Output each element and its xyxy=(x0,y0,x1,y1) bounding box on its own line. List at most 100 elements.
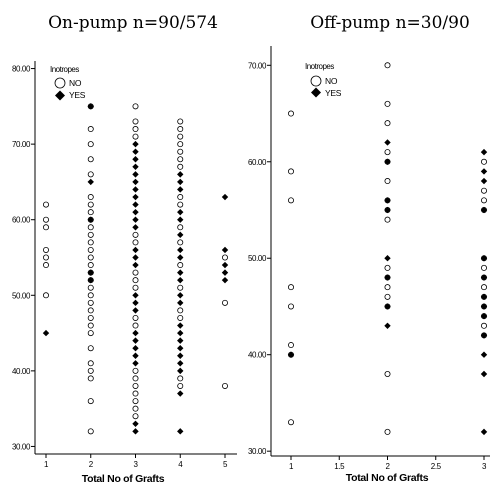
on-pump-point-no xyxy=(132,413,139,420)
on-pump-point-no xyxy=(177,194,184,201)
on-pump-point-no xyxy=(87,292,94,299)
off-pump-point-yes xyxy=(480,206,488,214)
on-pump-point-no xyxy=(132,322,139,329)
on-pump-point-no xyxy=(221,254,228,261)
off-pump-point-yes xyxy=(384,303,391,310)
on-pump-point-yes xyxy=(132,186,139,193)
on-pump-point-yes xyxy=(132,254,139,261)
on-pump-x-tick-label: 2 xyxy=(89,460,94,469)
on-pump-point-no xyxy=(87,246,94,253)
on-pump-legend-title: Inotropes xyxy=(50,65,79,74)
on-pump-legend-no-label: NO xyxy=(69,78,82,88)
on-pump-point-yes xyxy=(177,292,184,299)
on-pump-point-yes xyxy=(177,390,184,397)
on-pump-y-ticks: 30.00 40.00 50.00 60.00 70.00 80.00 xyxy=(12,65,35,451)
off-pump-x-tick-label: 1 xyxy=(289,462,294,471)
on-pump-point-no xyxy=(87,156,94,163)
off-pump-point-no xyxy=(480,187,487,194)
off-pump-y-tick-label: 70.00 xyxy=(248,61,267,70)
on-pump-x-axis-label: Total No of Grafts xyxy=(82,473,165,485)
on-pump-point-no xyxy=(87,262,94,269)
on-pump-point-no xyxy=(177,284,184,291)
on-pump-point-no xyxy=(132,398,139,405)
off-pump-point-yes xyxy=(384,197,391,204)
on-pump-point-yes xyxy=(177,352,184,359)
on-pump-point-yes xyxy=(221,246,229,254)
on-pump-point-no xyxy=(87,375,94,382)
on-pump-point-yes xyxy=(132,352,139,359)
on-pump-point-no xyxy=(177,262,184,269)
off-pump-point-yes xyxy=(480,351,488,358)
on-pump-point-yes xyxy=(177,208,184,216)
off-pump-point-no xyxy=(384,149,391,156)
on-pump-y-tick-label: 30.00 xyxy=(12,442,31,451)
off-pump-point-yes xyxy=(480,177,488,185)
on-pump-point-yes xyxy=(132,292,139,299)
off-pump-point-no xyxy=(384,62,391,69)
off-pump-legend-yes-marker xyxy=(311,87,321,98)
on-pump-point-yes xyxy=(132,163,139,171)
on-pump-point-no xyxy=(132,103,139,110)
off-pump-point-yes xyxy=(287,351,295,358)
on-pump-point-yes xyxy=(132,208,139,216)
on-pump-point-yes xyxy=(177,178,184,186)
on-pump-point-yes xyxy=(177,254,184,261)
on-pump-point-no xyxy=(87,330,94,337)
on-pump-point-no xyxy=(87,126,94,133)
on-pump-point-no xyxy=(132,269,139,276)
off-pump-point-no xyxy=(384,370,391,377)
on-pump-point-yes xyxy=(221,269,229,276)
on-pump-chart: On-pump n=90/574 30.00 40.00 50.00 60.00 70.… xyxy=(12,13,237,485)
on-pump-point-no xyxy=(132,133,139,140)
on-pump-point-no xyxy=(87,307,94,314)
on-pump-point-no xyxy=(87,345,94,352)
on-pump-point-no xyxy=(87,428,94,435)
on-pump-point-no xyxy=(177,307,184,314)
on-pump-point-yes xyxy=(132,307,139,314)
on-pump-point-no xyxy=(221,299,228,306)
on-pump-point-yes xyxy=(177,186,184,193)
on-pump-y-tick-label: 60.00 xyxy=(12,216,31,225)
off-pump-x-ticks: 1 1.5 2 2.5 3 xyxy=(289,456,487,471)
off-pump-legend-no-marker xyxy=(310,75,322,87)
on-pump-point-yes xyxy=(132,428,139,435)
on-pump-point-no xyxy=(87,209,94,216)
off-pump-point-no xyxy=(384,428,391,435)
on-pump-point-no xyxy=(87,171,94,178)
on-pump-point-yes xyxy=(177,360,184,367)
off-pump-point-yes xyxy=(480,312,488,320)
on-pump-point-yes xyxy=(132,171,139,178)
off-pump-x-tick-label: 2.5 xyxy=(431,462,442,471)
on-pump-point-no xyxy=(87,322,94,329)
on-pump-point-yes xyxy=(132,329,139,337)
off-pump-title: Off-pump n=30/90 xyxy=(310,13,470,33)
off-pump-point-yes xyxy=(480,303,488,310)
on-pump-point-no xyxy=(87,398,94,405)
on-pump-point-yes xyxy=(221,193,229,201)
off-pump-point-no xyxy=(287,419,294,426)
on-pump-point-yes xyxy=(177,322,184,329)
on-pump-point-yes xyxy=(177,231,184,239)
off-pump-point-no xyxy=(384,293,391,300)
on-pump-point-yes xyxy=(177,428,184,435)
on-pump-point-yes xyxy=(87,276,94,284)
on-pump-x-tick-label: 3 xyxy=(133,460,138,469)
off-pump-point-no xyxy=(287,342,294,349)
on-pump-point-no xyxy=(221,382,228,389)
off-pump-legend: Inotropes NO YES xyxy=(305,62,342,98)
off-pump-point-no xyxy=(287,197,294,204)
off-pump-point-no xyxy=(384,178,391,185)
on-pump-point-yes xyxy=(87,216,94,223)
on-pump-point-no xyxy=(177,148,184,155)
on-pump-y-tick-label: 40.00 xyxy=(12,367,31,376)
on-pump-point-no xyxy=(132,390,139,397)
on-pump-point-no xyxy=(43,224,50,231)
on-pump-legend-no-marker xyxy=(54,77,66,89)
on-pump-point-yes xyxy=(132,216,139,223)
on-pump-point-no xyxy=(177,141,184,148)
on-pump-point-yes xyxy=(177,329,184,337)
on-pump-x-tick-label: 1 xyxy=(44,460,49,469)
on-pump-point-no xyxy=(177,156,184,163)
on-pump-point-no xyxy=(132,405,139,412)
on-pump-x-tick-label: 5 xyxy=(223,460,228,469)
